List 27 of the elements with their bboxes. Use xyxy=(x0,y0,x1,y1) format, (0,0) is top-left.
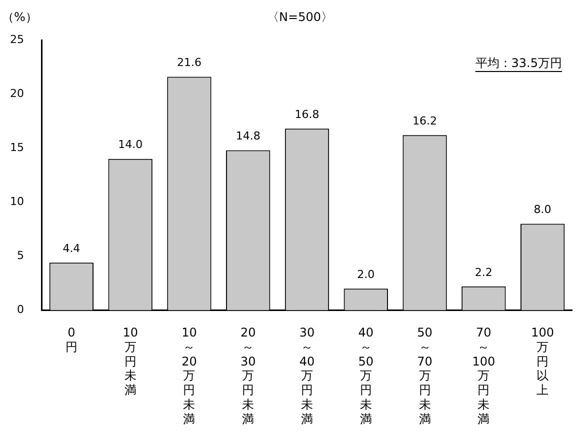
y-tick-label: 25 xyxy=(10,32,24,46)
y-tick-label: 10 xyxy=(10,194,24,208)
y-axis-title: （%） xyxy=(2,10,38,24)
chart-subtitle: 〈N=500〉 xyxy=(267,10,333,24)
data-label: 16.2 xyxy=(412,114,438,128)
x-tick-label: 70～100万円未満 xyxy=(472,326,496,426)
data-label: 4.4 xyxy=(62,242,80,256)
y-tick-label: 20 xyxy=(10,86,24,100)
data-label: 8.0 xyxy=(534,203,552,216)
data-label: 2.2 xyxy=(474,266,492,279)
x-tick-label: 10万円未満 xyxy=(122,326,138,398)
y-tick-label: 5 xyxy=(16,249,24,262)
data-label: 21.6 xyxy=(176,56,202,70)
x-tick-label: 10～20万円未満 xyxy=(182,326,197,426)
annotation: 平均：33.5万円 xyxy=(475,56,562,70)
data-label: 14.8 xyxy=(236,130,260,143)
x-tick-label: 20～30万円未満 xyxy=(240,326,256,426)
data-label: 2.0 xyxy=(357,268,375,281)
y-tick-label: 15 xyxy=(10,140,24,154)
y-tick-label: 0 xyxy=(16,303,24,316)
x-tick-label: 100万円以上 xyxy=(531,326,554,398)
data-label: 16.8 xyxy=(294,108,320,121)
x-tick-label: 30～40万円未満 xyxy=(299,326,315,426)
x-tick-label: 50～70万円未満 xyxy=(417,326,432,426)
data-label: 14.0 xyxy=(118,138,143,152)
x-tick-label: 40～50万円未満 xyxy=(358,326,374,426)
x-tick-label: 0円 xyxy=(65,326,78,354)
